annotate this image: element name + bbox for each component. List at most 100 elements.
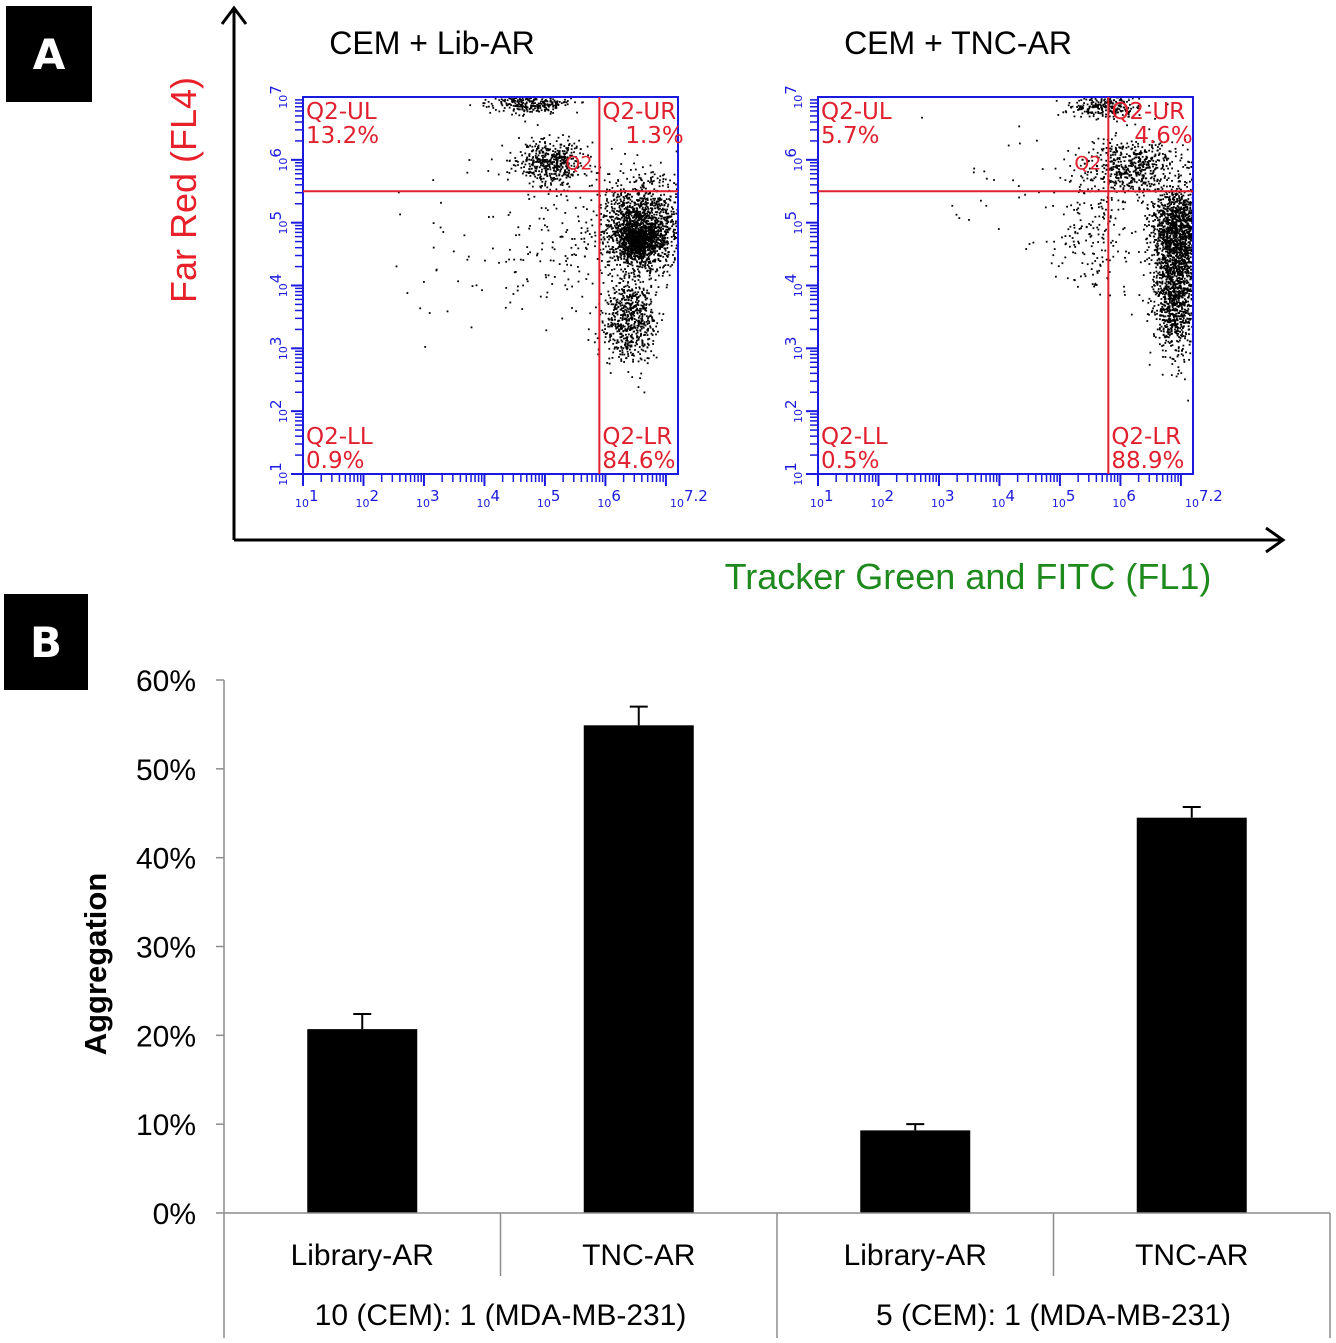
scatter-point [545, 147, 547, 150]
scatter-point [1172, 256, 1174, 259]
scatter-point [635, 332, 638, 335]
scatter-point [629, 348, 631, 351]
scatter-point [648, 223, 651, 225]
scatter-point [624, 261, 627, 264]
scatter-point [1185, 272, 1188, 275]
scatter-point [662, 272, 665, 275]
scatter-point [1183, 249, 1186, 252]
scatter-point [532, 171, 535, 174]
scatter-point [535, 110, 538, 112]
scatter-point [518, 105, 520, 108]
scatter-point [606, 227, 609, 230]
scatter-point [674, 257, 676, 259]
scatter-point [557, 165, 560, 167]
scatter-point [665, 241, 668, 244]
scatter-point [601, 329, 604, 332]
scatter-point [643, 244, 646, 247]
scatter-point [651, 180, 654, 183]
quadrant-ll-value: 0.9% [306, 448, 364, 474]
scatter-point [1191, 275, 1193, 278]
scatter-point [1180, 219, 1183, 222]
scatter-point [645, 235, 648, 238]
scatter-point [662, 234, 665, 237]
scatter-point [644, 233, 647, 236]
scatter-point [528, 227, 531, 230]
scatter-point [619, 256, 622, 259]
scatter-point [1175, 228, 1178, 230]
scatter-point [1184, 256, 1186, 258]
scatter-point [549, 188, 552, 191]
scatter-point [634, 255, 637, 257]
scatter-point [1156, 264, 1159, 266]
flow-plot-lib-ar: CEM + Lib-AR 101 102 103 104 105 106 107.21011… [267, 25, 708, 510]
scatter-point [615, 251, 618, 253]
scatter-point [1175, 194, 1177, 197]
scatter-point [621, 251, 623, 253]
scatter-point [556, 101, 558, 104]
scatter-point [648, 211, 650, 214]
scatter-point [1160, 228, 1163, 230]
scatter-point [1184, 244, 1186, 246]
scatter-point [669, 227, 672, 230]
scatter-point [673, 173, 676, 176]
scatter-point [659, 161, 662, 164]
scatter-point [614, 318, 616, 321]
scatter-point [546, 100, 549, 103]
scatter-point [528, 100, 531, 103]
scatter-point [652, 171, 654, 173]
scatter-point [555, 166, 558, 169]
scatter-point [646, 242, 649, 244]
scatter-point [610, 235, 613, 238]
scatter-point [528, 182, 531, 185]
scatter-point [1179, 242, 1181, 245]
scatter-point [518, 100, 521, 103]
scatter-point [622, 223, 625, 225]
scatter-point [510, 98, 513, 101]
scatter-point [487, 101, 490, 103]
scatter-point [645, 238, 647, 240]
scatter-point [627, 229, 629, 232]
scatter-point [1186, 200, 1189, 203]
scatter-point [1183, 217, 1185, 219]
scatter-point [554, 151, 557, 153]
scatter-point [555, 195, 558, 197]
scatter-point [553, 99, 556, 102]
scatter-point [634, 235, 637, 238]
scatter-point [517, 160, 519, 163]
scatter-point [608, 235, 610, 237]
scatter-point [641, 301, 644, 304]
scatter-point [544, 110, 546, 112]
scatter-point [1184, 184, 1186, 186]
scatter-point [1162, 248, 1164, 251]
scatter-point [651, 214, 653, 217]
scatter-point [1162, 225, 1165, 228]
scatter-point [614, 201, 617, 204]
scatter-point [630, 309, 632, 311]
scatter-point [670, 215, 673, 218]
scatter-point [646, 254, 648, 256]
scatter-point [661, 223, 664, 225]
scatter-point [606, 205, 609, 207]
scatter-point [625, 319, 628, 321]
scatter-point [646, 362, 649, 365]
scatter-point [1154, 213, 1157, 216]
scatter-point [1166, 228, 1169, 231]
scatter-point [1159, 180, 1161, 182]
scatter-point [432, 179, 435, 181]
scatter-point [552, 178, 555, 181]
scatter-point [654, 258, 657, 261]
scatter-point [1181, 266, 1184, 268]
scatter-point [635, 217, 637, 220]
scatter-point [452, 250, 455, 253]
scatter-point [545, 149, 548, 152]
scatter-point [631, 307, 634, 310]
scatter-point [617, 227, 620, 229]
scatter-point [1176, 210, 1179, 213]
scatter-point [657, 208, 660, 211]
scatter-point [1183, 253, 1186, 255]
scatter-point [626, 256, 629, 259]
scatter-point [1185, 220, 1188, 222]
scatter-point [1172, 243, 1175, 246]
scatter-point [540, 103, 543, 105]
scatter-point [534, 145, 537, 148]
